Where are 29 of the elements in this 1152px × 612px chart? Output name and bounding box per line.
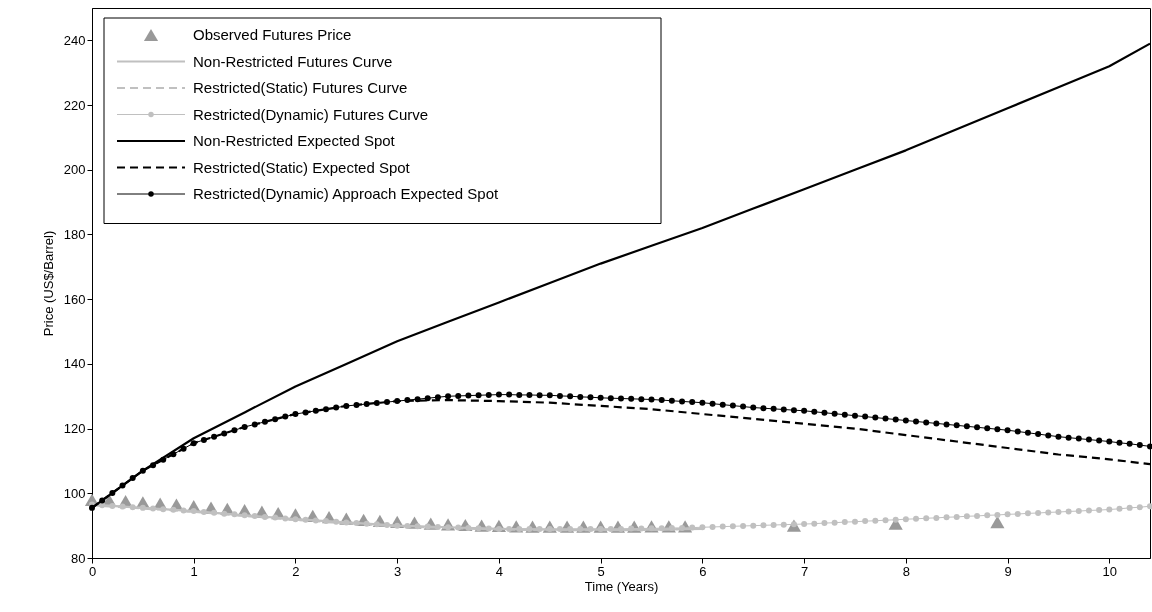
x-tick-label: 6 [699,563,707,579]
x-tick-label: 9 [1004,563,1012,579]
x-tick-label: 1 [190,563,198,579]
x-tick-label: 7 [801,563,809,579]
x-tick-label: 4 [495,563,504,579]
y-tick-label: 80 [71,550,86,566]
legend-label: Restricted(Static) Futures Curve [193,79,408,96]
x-tick-label: 3 [394,563,402,579]
y-tick-label: 120 [63,421,86,437]
y-tick-label: 100 [63,485,86,501]
x-tick-label: 8 [902,563,910,579]
y-axis-title: Price (US$/Barrel) [40,230,56,337]
legend-label: Non-Restricted Futures Curve [193,52,393,70]
x-tick-label: 0 [88,563,97,579]
legend-label: Restricted(Dynamic) Approach Expected Spot [193,185,499,202]
legend-label: Non-Restricted Expected Spot [193,132,396,149]
y-tick-label: 240 [63,32,86,48]
legend-label: Restricted(Static) Expected Spot [193,158,411,176]
y-tick-label: 200 [63,162,86,178]
x-tick-label: 5 [597,563,605,579]
legend-label: Restricted(Dynamic) Futures Curve [193,105,429,123]
legend-label: Observed Futures Price [193,26,352,43]
y-tick-label: 140 [63,356,86,372]
y-tick-label: 220 [63,97,86,113]
x-axis-title: Time (Years) [584,578,659,594]
x-tick-label: 10 [1102,563,1118,579]
y-tick-label: 180 [63,226,86,242]
y-tick-label: 160 [63,291,86,307]
x-tick-label: 2 [292,563,300,579]
